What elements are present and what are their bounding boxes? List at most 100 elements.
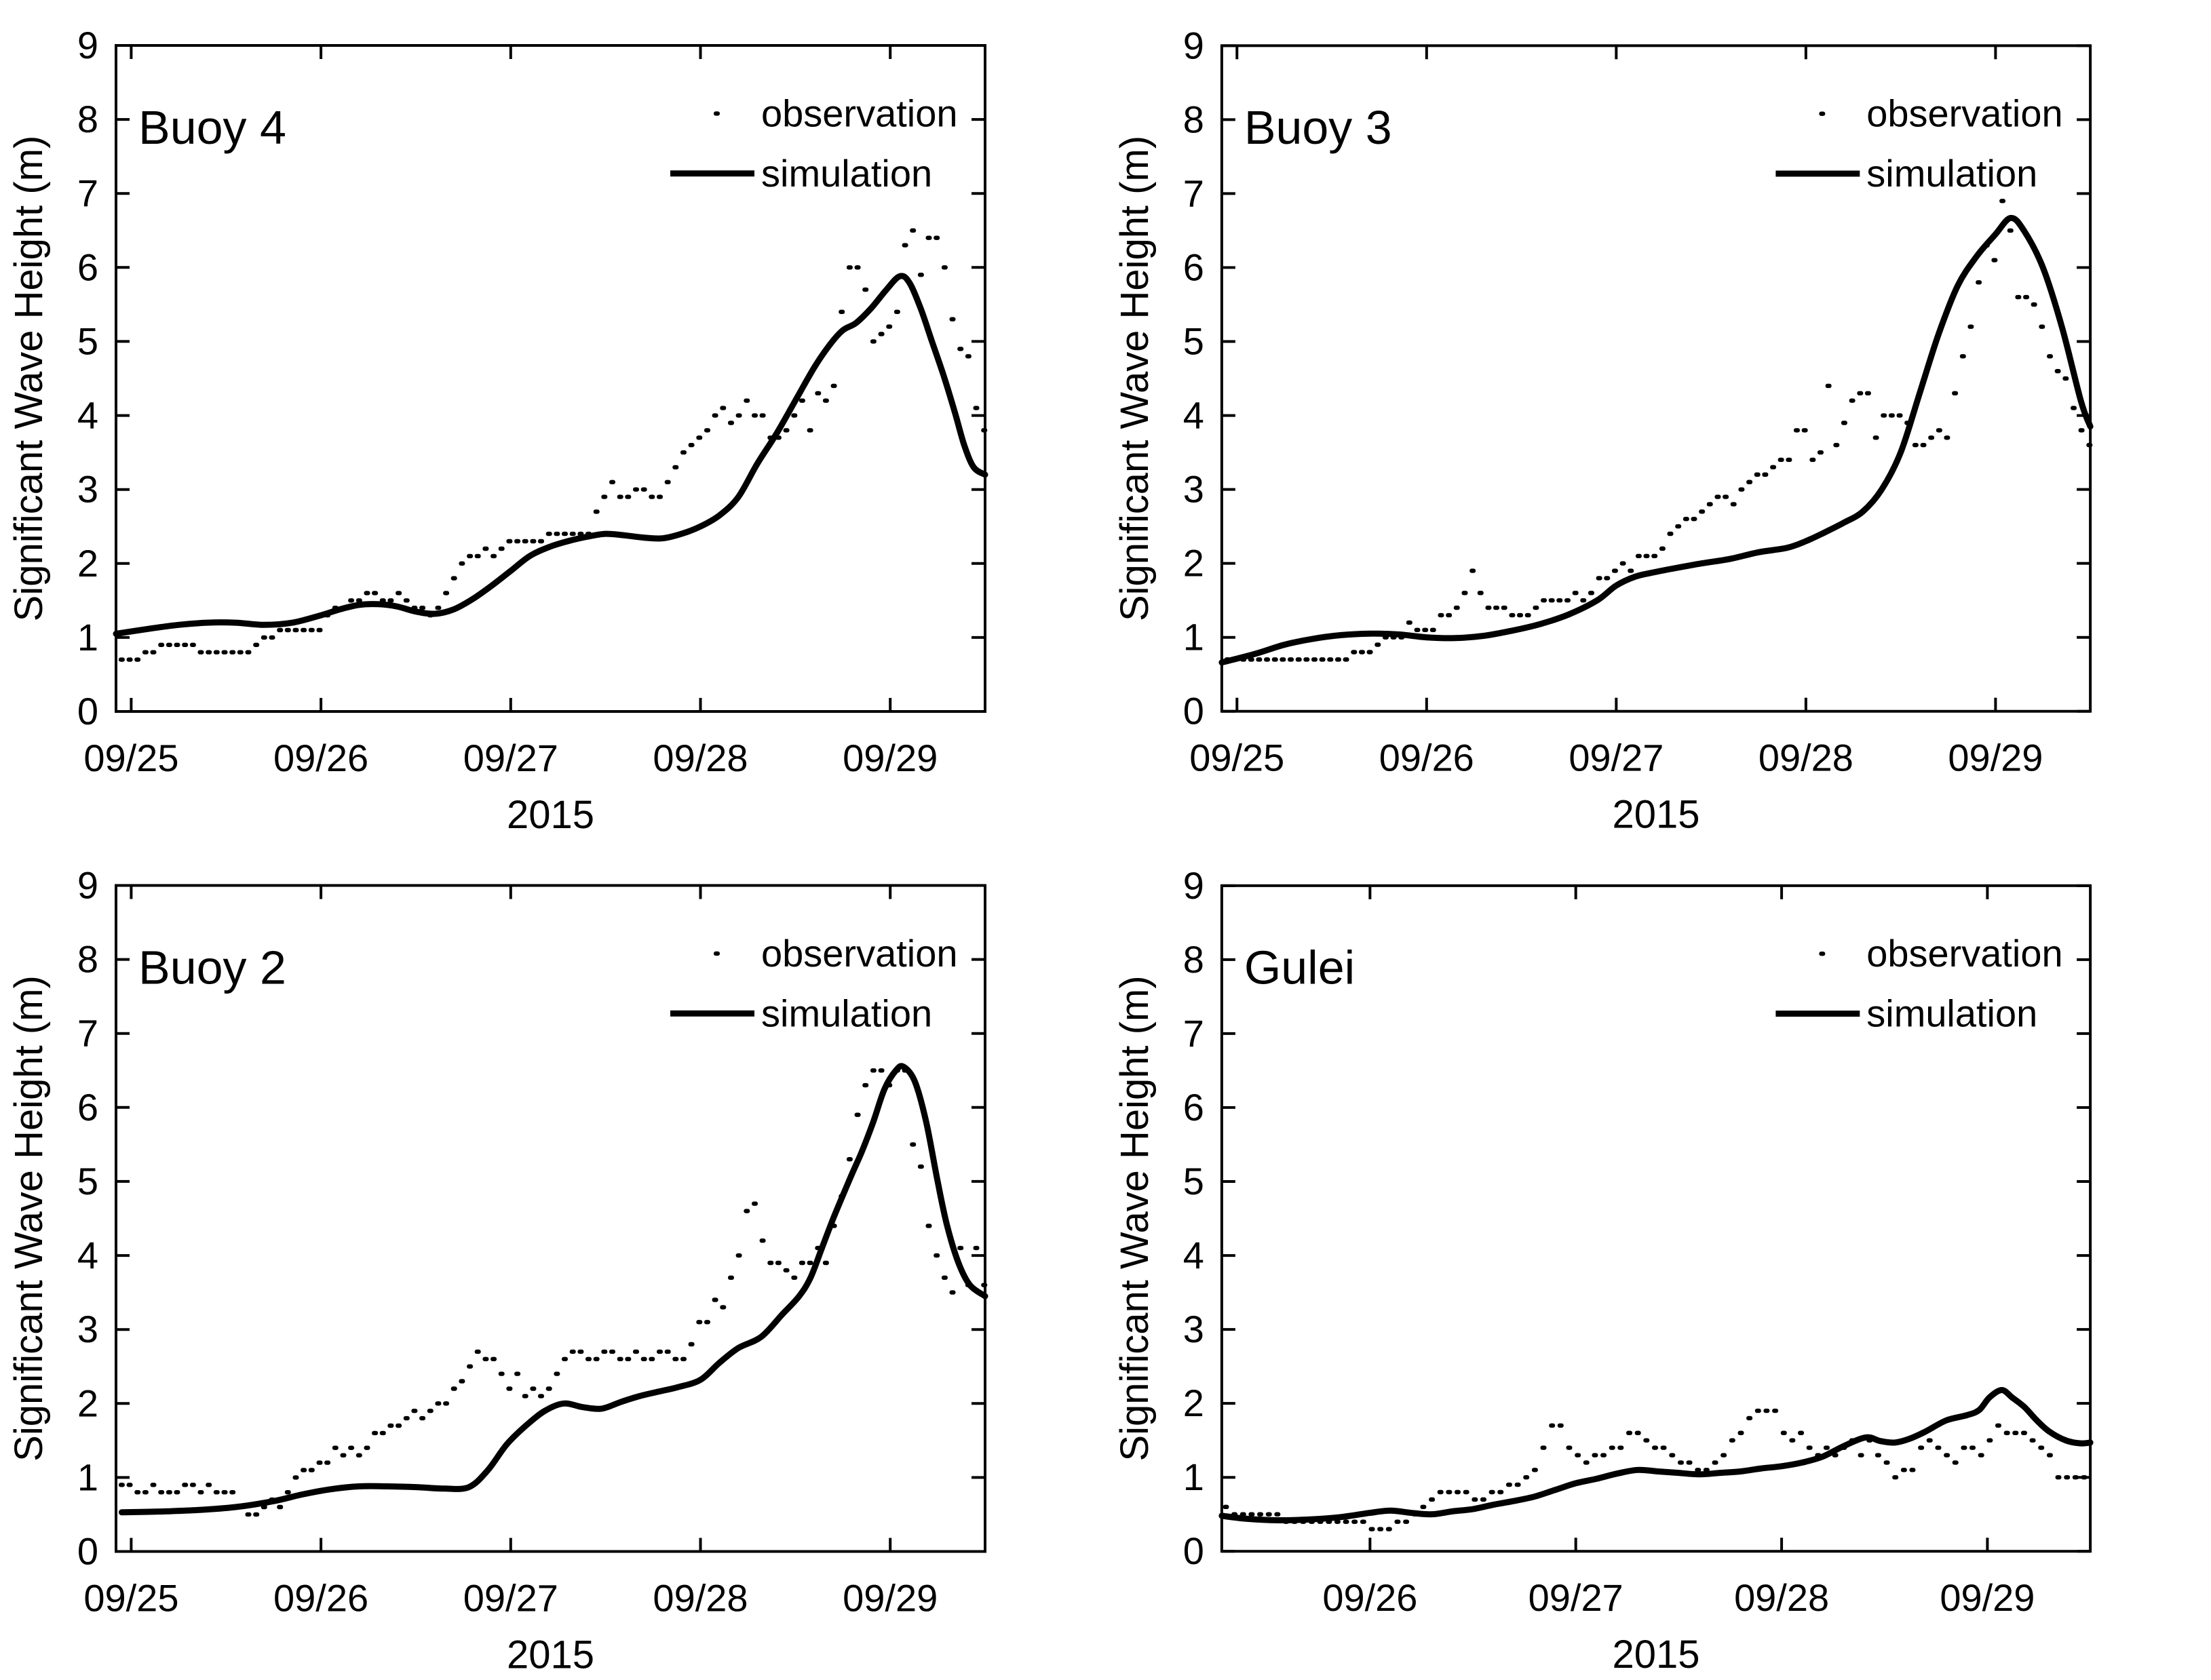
observation-dot: [886, 324, 893, 329]
observation-dot: [839, 309, 845, 314]
observation-dot: [1583, 1460, 1590, 1465]
simulation-line: [1218, 1386, 2094, 1524]
y-tick-label: 5: [77, 319, 98, 362]
observation-dot: [292, 1475, 299, 1480]
observation-dot: [2055, 1475, 2062, 1480]
observation-dot: [1986, 1438, 1993, 1443]
observation-dot: [150, 650, 157, 655]
observation-dot: [1991, 258, 1998, 262]
observation-dot: [530, 539, 537, 544]
observation-dot: [1609, 1445, 1615, 1450]
observation-dot: [1360, 1519, 1366, 1524]
y-tick-label: 6: [77, 246, 98, 288]
observation-dot: [949, 317, 956, 321]
observation-dot: [744, 398, 750, 403]
observation-dot: [1288, 657, 1294, 662]
legend-observation-marker: [1819, 111, 1826, 116]
y-tick-label: 9: [1183, 864, 1204, 907]
observation-dot: [522, 539, 528, 544]
observation-dot: [799, 398, 805, 403]
observation-dot: [688, 443, 695, 448]
observation-dot: [680, 1356, 687, 1361]
observation-dot: [562, 531, 568, 536]
observation-dot: [118, 1483, 125, 1487]
observation-dot: [419, 606, 426, 610]
y-tick-label: 3: [77, 1308, 98, 1350]
y-tick-label: 3: [77, 468, 98, 511]
observation-dot: [957, 1245, 964, 1251]
legend-simulation-label: simulation: [761, 152, 932, 195]
observation-dot: [174, 1490, 180, 1495]
observation-dot: [1770, 465, 1777, 470]
observation-dot: [593, 509, 600, 514]
observation-dot: [237, 650, 244, 655]
observation-dot: [538, 539, 544, 544]
observation-dot: [846, 265, 853, 270]
observation-dot: [767, 1260, 774, 1266]
observation-dot: [633, 1349, 639, 1354]
observation-dot: [1754, 1408, 1761, 1413]
observation-dot: [973, 406, 980, 410]
observation-dot: [1712, 1460, 1718, 1465]
observation-dot: [1634, 1430, 1641, 1435]
y-tick-label: 2: [1183, 542, 1204, 585]
observation-dot: [759, 1238, 766, 1243]
y-tick-label: 3: [1183, 1308, 1204, 1350]
observation-dot: [1952, 391, 1959, 396]
observation-dot: [720, 406, 727, 410]
observation-dot: [277, 627, 284, 633]
observation-dot: [1420, 1504, 1427, 1509]
observation-dot: [221, 1490, 228, 1495]
observation-dot: [482, 546, 489, 551]
observation-dot: [1414, 627, 1421, 633]
observation-dot: [1926, 1438, 1933, 1443]
observation-dot: [1557, 1423, 1564, 1428]
observation-dot: [1256, 657, 1263, 662]
observation-dot: [324, 1460, 331, 1465]
y-tick-label: 4: [1183, 1234, 1204, 1276]
observation-dot: [459, 1379, 465, 1384]
observation-dot: [1825, 383, 1832, 389]
observation-dot: [1660, 1445, 1667, 1450]
observation-dot: [530, 1386, 537, 1391]
y-tick-label: 4: [77, 1234, 98, 1276]
legend-simulation-label: simulation: [761, 992, 932, 1034]
x-tick-label: 09/28: [1734, 1576, 1829, 1619]
observation-dot: [1514, 1482, 1521, 1487]
observation-dot: [949, 1290, 956, 1295]
observation-dot: [364, 1445, 370, 1450]
simulation-line: [1218, 214, 2094, 666]
observation-dot: [197, 650, 204, 655]
station-title: Buoy 3: [1244, 101, 1392, 154]
observation-dot: [1786, 457, 1792, 463]
y-tick-label: 0: [1183, 1529, 1204, 1572]
y-axis-label: Significant Wave Height (m): [1113, 136, 1157, 621]
observation-dot: [229, 650, 236, 655]
observation-dot: [1683, 517, 1689, 522]
observation-dot: [585, 1356, 592, 1361]
observation-dot: [609, 1349, 615, 1354]
y-tick-label: 5: [1183, 320, 1204, 363]
observation-dot: [355, 598, 362, 603]
observation-dot: [1936, 428, 1942, 433]
panel-buoy-2: 09/25 09/26 09/27 09/28 09/29 0 1 2 3 4 5 6 7 8 9 Buoy …: [0, 840, 1106, 1680]
observation-dot: [934, 1253, 940, 1258]
observation-dot: [2072, 1475, 2079, 1480]
y-tick-label: 5: [77, 1160, 98, 1203]
observation-dot: [189, 642, 196, 647]
observation-dot: [253, 642, 260, 647]
observation-dot: [554, 531, 560, 536]
observation-dot: [1271, 657, 1278, 662]
observation-dot: [1446, 1489, 1453, 1495]
panel-gulei: 09/26 09/27 09/28 09/29 0 1 2 3 4 5 6 7 8 9 Gulei obser…: [1106, 840, 2211, 1680]
observation-dot: [728, 1275, 734, 1280]
observation-dot: [1580, 598, 1587, 603]
observation-dot: [2012, 1430, 2019, 1435]
observation-dot: [2081, 1475, 2088, 1480]
observation-dot: [1497, 1489, 1504, 1495]
observation-dot: [1746, 480, 1753, 484]
observation-dot: [2039, 324, 2045, 329]
observation-dot: [728, 421, 734, 425]
observation-dot: [934, 235, 940, 240]
